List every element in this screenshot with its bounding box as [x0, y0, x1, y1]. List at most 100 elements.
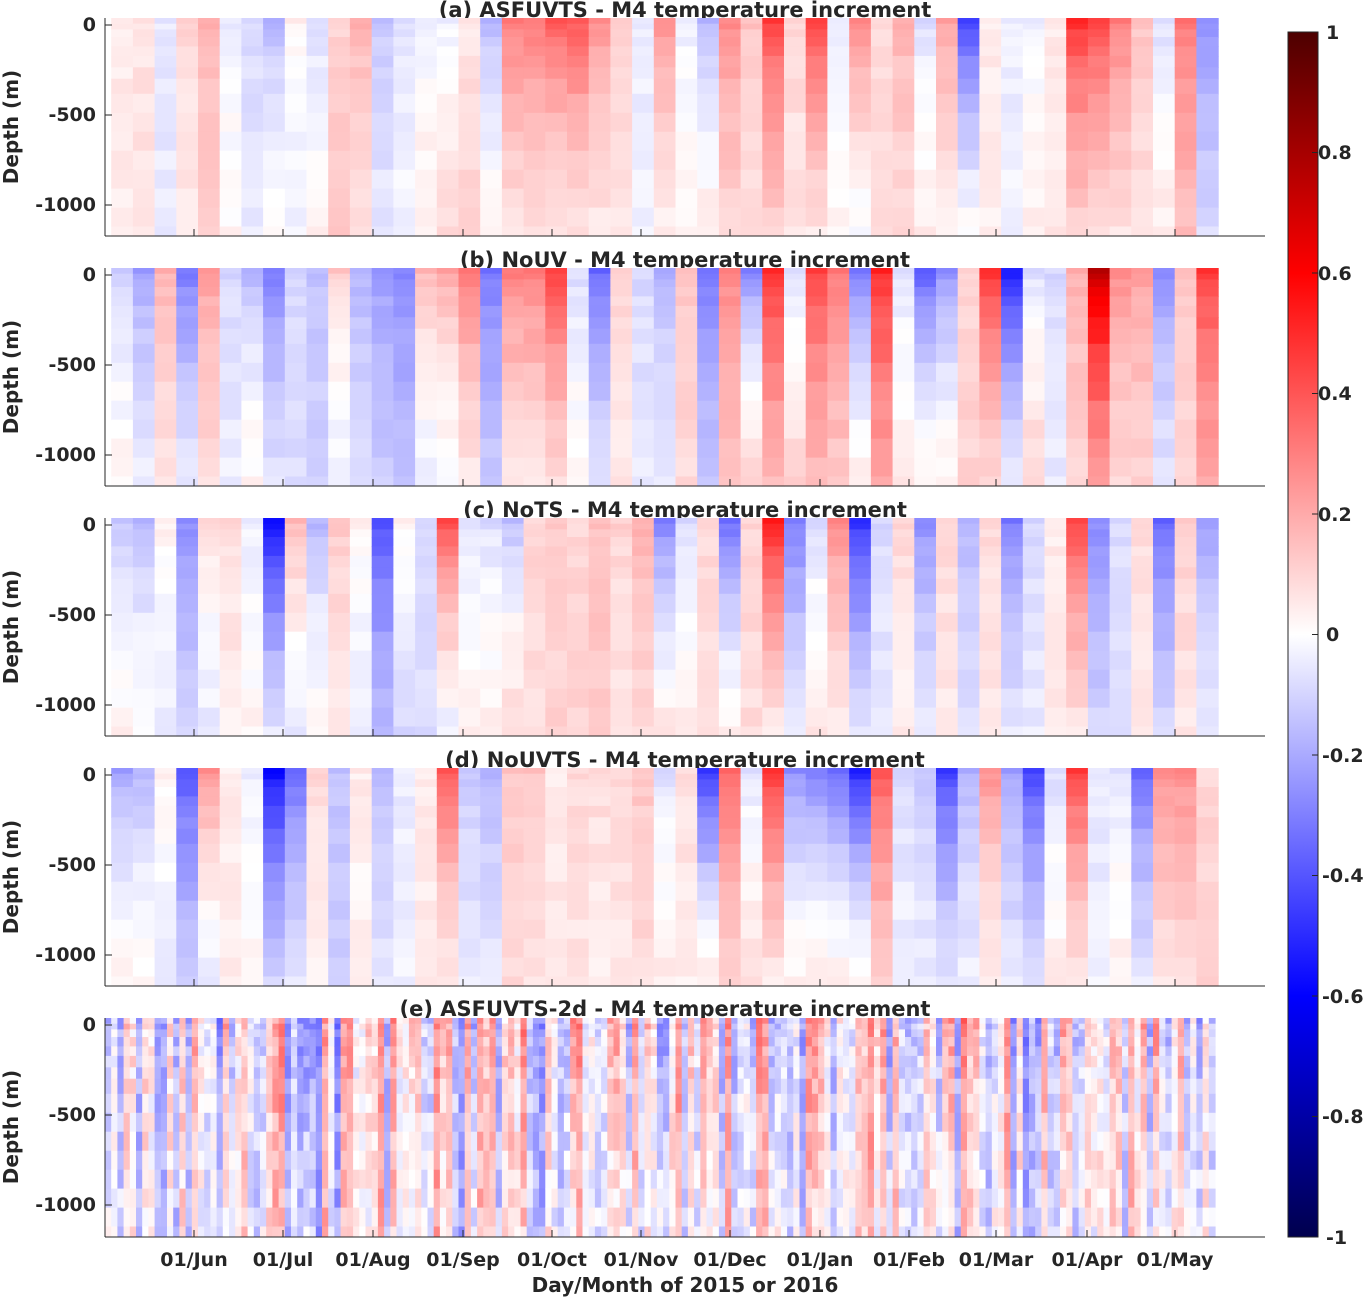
heatmap-cell — [458, 273, 481, 280]
heatmap-cell — [849, 726, 872, 737]
heatmap-cell — [415, 650, 438, 671]
heatmap-cell — [1174, 273, 1197, 280]
heatmap-cell — [675, 796, 698, 807]
heatmap-cell — [427, 1131, 435, 1152]
heatmap-cell — [129, 1112, 137, 1133]
heatmap-cell — [700, 1078, 708, 1095]
heatmap-cell — [694, 1150, 701, 1171]
heatmap-cell — [303, 1029, 311, 1038]
heatmap-cell — [377, 1169, 385, 1190]
heatmap-cell — [176, 188, 199, 209]
heatmap-cell — [415, 631, 438, 652]
heatmap-cell — [185, 1169, 193, 1190]
heatmap-cell — [625, 1150, 633, 1171]
heatmap-cell — [371, 150, 394, 171]
heatmap-cell — [136, 1169, 143, 1190]
heatmap-cell — [427, 1150, 435, 1171]
heatmap-cell — [520, 1226, 528, 1237]
heatmap-cell — [914, 457, 937, 478]
heatmap-cell — [229, 1037, 236, 1048]
heatmap-cell — [219, 328, 242, 345]
heatmap-cell — [653, 343, 677, 364]
heatmap-cell — [222, 1037, 230, 1048]
heatmap-cell — [557, 1112, 565, 1133]
heatmap-cell — [408, 1055, 416, 1068]
heatmap-cell — [545, 1226, 553, 1237]
heatmap-cell — [349, 881, 373, 902]
heatmap-cell — [263, 612, 286, 633]
heatmap-cell — [349, 529, 373, 538]
heatmap-cell — [415, 805, 438, 818]
heatmap-cell — [436, 612, 460, 633]
heatmap-cell — [526, 1067, 534, 1080]
heatmap-cell — [176, 476, 199, 487]
heatmap-cell — [191, 1188, 199, 1209]
heatmap-cell — [105, 1150, 112, 1171]
heatmap-cell — [601, 1037, 608, 1048]
heatmap-cell — [936, 768, 959, 775]
heatmap-cell — [328, 1112, 335, 1133]
heatmap-cell — [675, 296, 698, 307]
heatmap-cell — [681, 1226, 689, 1237]
heatmap-cell — [266, 1188, 273, 1209]
heatmap-cell — [263, 419, 286, 440]
heatmap-cell — [436, 305, 460, 318]
heatmap-cell — [1066, 381, 1089, 402]
heatmap-cell — [1001, 67, 1024, 80]
heatmap-cell — [610, 362, 633, 383]
heatmap-cell — [601, 1078, 608, 1095]
heatmap-cell — [1109, 29, 1132, 38]
heatmap-cell — [827, 273, 850, 280]
heatmap-cell — [142, 1046, 149, 1057]
heatmap-cell — [784, 828, 807, 845]
heatmap-cell — [718, 518, 742, 525]
heatmap-cell — [697, 707, 720, 728]
heatmap-cell — [480, 457, 503, 478]
heatmap-cell — [1131, 900, 1154, 921]
heatmap-cell — [1044, 779, 1067, 788]
heatmap-cell — [436, 688, 460, 709]
heatmap-cell — [501, 188, 525, 209]
heatmap-cell — [328, 546, 351, 557]
heatmap-cell — [167, 1055, 174, 1068]
heatmap-cell — [957, 188, 980, 209]
heatmap-cell — [697, 381, 720, 402]
heatmap-cell — [805, 46, 828, 57]
heatmap-cell — [1044, 273, 1067, 280]
heatmap-cell — [914, 317, 937, 330]
heatmap-cell — [263, 593, 286, 614]
heatmap-cell — [675, 29, 698, 38]
heatmap-cell — [105, 1112, 112, 1133]
heatmap-cell — [136, 1067, 143, 1080]
heatmap-cell — [523, 457, 546, 478]
heatmap-cell — [712, 1188, 720, 1209]
heatmap-cell — [219, 546, 242, 557]
heatmap-cell — [740, 112, 763, 133]
heatmap-cell — [653, 518, 677, 525]
heatmap-cell — [520, 1037, 528, 1048]
heatmap-cell — [1131, 612, 1154, 633]
heatmap-cell — [545, 578, 568, 595]
heatmap-cell — [191, 1150, 199, 1171]
heatmap-cell — [718, 1018, 726, 1025]
heatmap-cell — [480, 669, 503, 690]
heatmap-cell — [371, 18, 394, 25]
heatmap-cell — [849, 650, 872, 671]
heatmap-cell — [849, 343, 872, 364]
heatmap-cell — [1109, 279, 1132, 288]
heatmap-cell — [284, 828, 308, 845]
heatmap-cell — [458, 537, 481, 548]
heatmap-cell — [588, 612, 611, 633]
heatmap-cell — [914, 67, 937, 80]
heatmap-cell — [936, 518, 959, 525]
heatmap-cell — [687, 1078, 695, 1095]
heatmap-cell — [501, 555, 525, 568]
heatmap-cell — [322, 1023, 329, 1030]
heatmap-cell — [436, 976, 460, 987]
heatmap-cell — [328, 23, 351, 30]
heatmap-cell — [607, 1055, 615, 1068]
heatmap-cell — [1001, 828, 1024, 845]
heatmap-cell — [653, 567, 677, 580]
heatmap-cell — [480, 881, 503, 902]
heatmap-cell — [610, 688, 633, 709]
